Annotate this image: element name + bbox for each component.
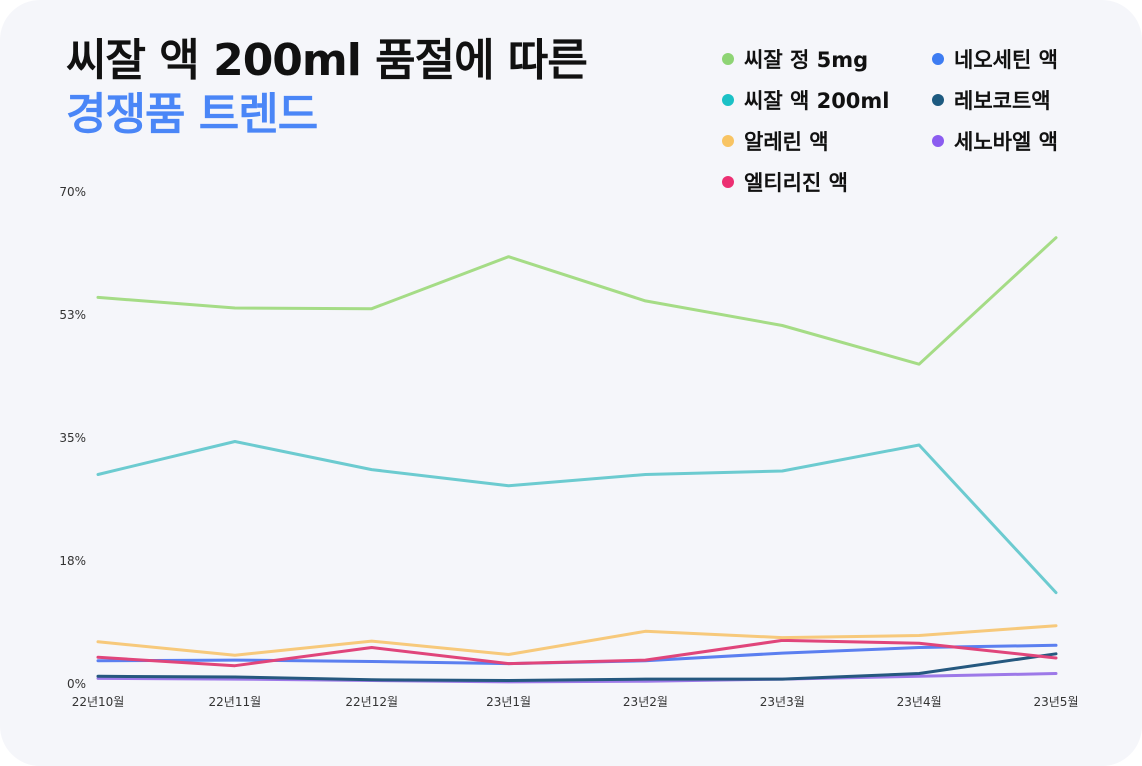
series-line — [96, 638, 1058, 668]
series-line — [96, 652, 1058, 682]
legend-label: 엘티리진 액 — [744, 171, 848, 195]
legend-label: 알레린 액 — [744, 130, 829, 154]
legend-label: 세노바엘 액 — [954, 130, 1058, 154]
x-tick-label: 23년5월 — [1034, 695, 1079, 709]
y-tick-label: 0% — [67, 677, 86, 691]
series-line — [96, 440, 1058, 595]
y-tick-label: 35% — [59, 431, 86, 445]
x-tick-label: 23년3월 — [760, 695, 805, 709]
y-tick-label: 53% — [59, 308, 86, 322]
x-tick-label: 22년10월 — [72, 695, 125, 709]
legend-item: 씨잘 정 5mg — [722, 44, 868, 74]
y-tick-label: 70% — [59, 185, 86, 199]
series-line — [96, 672, 1058, 684]
x-tick-label: 23년4월 — [897, 695, 942, 709]
x-tick-label: 22년12월 — [345, 695, 398, 709]
legend-swatch — [722, 94, 734, 106]
legend-swatch — [932, 53, 944, 65]
legend-item: 엘티리진 액 — [722, 167, 848, 197]
legend-item: 알레린 액 — [722, 126, 829, 156]
legend-label: 레보코트액 — [954, 89, 1051, 113]
chart-title-line1: 씨잘 액 200ml 품절에 따른 — [66, 35, 588, 86]
y-tick-label: 18% — [59, 554, 86, 568]
series-line — [96, 236, 1058, 366]
legend-label: 네오세틴 액 — [954, 48, 1058, 72]
chart-title: 씨잘 액 200ml 품절에 따른 경쟁품 트렌드 — [66, 34, 588, 142]
legend-swatch — [722, 53, 734, 65]
legend-item: 레보코트액 — [932, 85, 1051, 115]
legend-label: 씨잘 정 5mg — [744, 48, 869, 72]
legend-item: 세노바엘 액 — [932, 126, 1058, 156]
legend-swatch — [722, 176, 734, 188]
legend-swatch — [932, 94, 944, 106]
x-tick-label: 23년1월 — [486, 695, 531, 709]
legend-swatch — [932, 135, 944, 147]
x-tick-label: 23년2월 — [623, 695, 668, 709]
legend-label: 씨잘 액 200ml — [744, 89, 890, 113]
x-tick-label: 22년11월 — [209, 695, 262, 709]
legend-swatch — [722, 135, 734, 147]
legend-item: 네오세틴 액 — [932, 44, 1058, 74]
series-line — [96, 624, 1058, 657]
chart-title-line2: 경쟁품 트렌드 — [66, 89, 318, 140]
legend-item: 씨잘 액 200ml — [722, 85, 890, 115]
